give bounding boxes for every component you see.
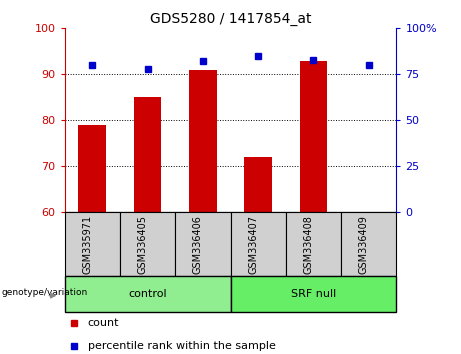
Bar (65, 276, 230, 312)
Text: GSM336409: GSM336409 (359, 215, 369, 274)
Bar (120, 212, 175, 276)
Text: control: control (128, 289, 167, 299)
Bar (78, 125, 106, 212)
Bar (230, 276, 396, 312)
Text: count: count (88, 318, 119, 328)
Text: percentile rank within the sample: percentile rank within the sample (88, 341, 276, 351)
Text: GSM335971: GSM335971 (82, 215, 92, 274)
Text: GSM336405: GSM336405 (137, 215, 148, 274)
Bar (189, 70, 217, 212)
Text: GSM336408: GSM336408 (303, 215, 313, 274)
Bar (65, 212, 120, 276)
Bar (341, 212, 396, 276)
Title: GDS5280 / 1417854_at: GDS5280 / 1417854_at (150, 12, 311, 26)
Text: genotype/variation: genotype/variation (1, 287, 88, 297)
Text: SRF null: SRF null (291, 289, 336, 299)
Text: GSM336406: GSM336406 (193, 215, 203, 274)
Bar (175, 212, 230, 276)
Bar (300, 61, 327, 212)
Bar (286, 212, 341, 276)
Bar (230, 212, 286, 276)
Bar (134, 97, 161, 212)
Bar (244, 157, 272, 212)
Text: GSM336407: GSM336407 (248, 215, 258, 274)
